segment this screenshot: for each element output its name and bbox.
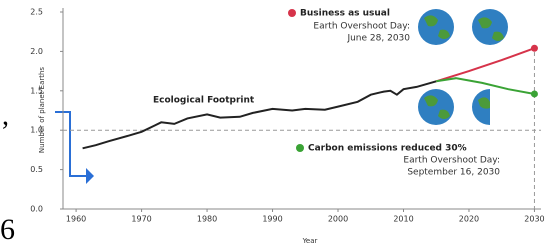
legend-entry: Carbon emissions reduced 30%: [308, 144, 467, 154]
x-tick-label: 2000: [328, 215, 348, 224]
arrow-head: [86, 168, 94, 184]
y-tick-label: 0.5: [30, 165, 43, 174]
legend-dot: [296, 144, 304, 152]
series-line: [436, 48, 534, 81]
annotation: Earth Overshoot Day:: [403, 156, 500, 166]
annotation: Earth Overshoot Day:: [313, 22, 410, 32]
annotation: September 16, 2030: [407, 168, 500, 178]
arrow: [55, 112, 86, 176]
y-tick-label: 2.5: [30, 8, 43, 17]
series-label: Ecological Footprint: [153, 96, 255, 106]
end-point: [531, 90, 538, 97]
x-axis-label: Year: [302, 237, 318, 245]
text-fragment: ,: [2, 100, 9, 131]
x-tick-label: 2010: [393, 215, 413, 224]
earth-icons: [418, 9, 508, 125]
x-tick-label: 1980: [197, 215, 217, 224]
y-axis-label: Number of planet Earths: [38, 67, 46, 153]
end-point: [531, 45, 538, 52]
chart: Number of planet Earths Year Ecological …: [0, 0, 546, 249]
y-tick-label: 0.0: [30, 205, 43, 214]
x-tick-label: 1990: [262, 215, 282, 224]
y-tick-label: 1.0: [30, 126, 43, 135]
y-tick-label: 1.5: [30, 86, 43, 95]
x-tick-label: 2020: [459, 215, 479, 224]
x-tick-label: 1960: [66, 215, 86, 224]
series-line: [83, 81, 437, 148]
legend-dot: [288, 9, 296, 17]
text-fragment: 6: [0, 213, 15, 246]
x-tick-label: 2030: [524, 215, 544, 224]
legend-entry: Business as usual: [300, 9, 390, 19]
y-tick-label: 2.0: [30, 47, 43, 56]
annotation: June 28, 2030: [346, 34, 410, 44]
x-tick-label: 1970: [131, 215, 151, 224]
